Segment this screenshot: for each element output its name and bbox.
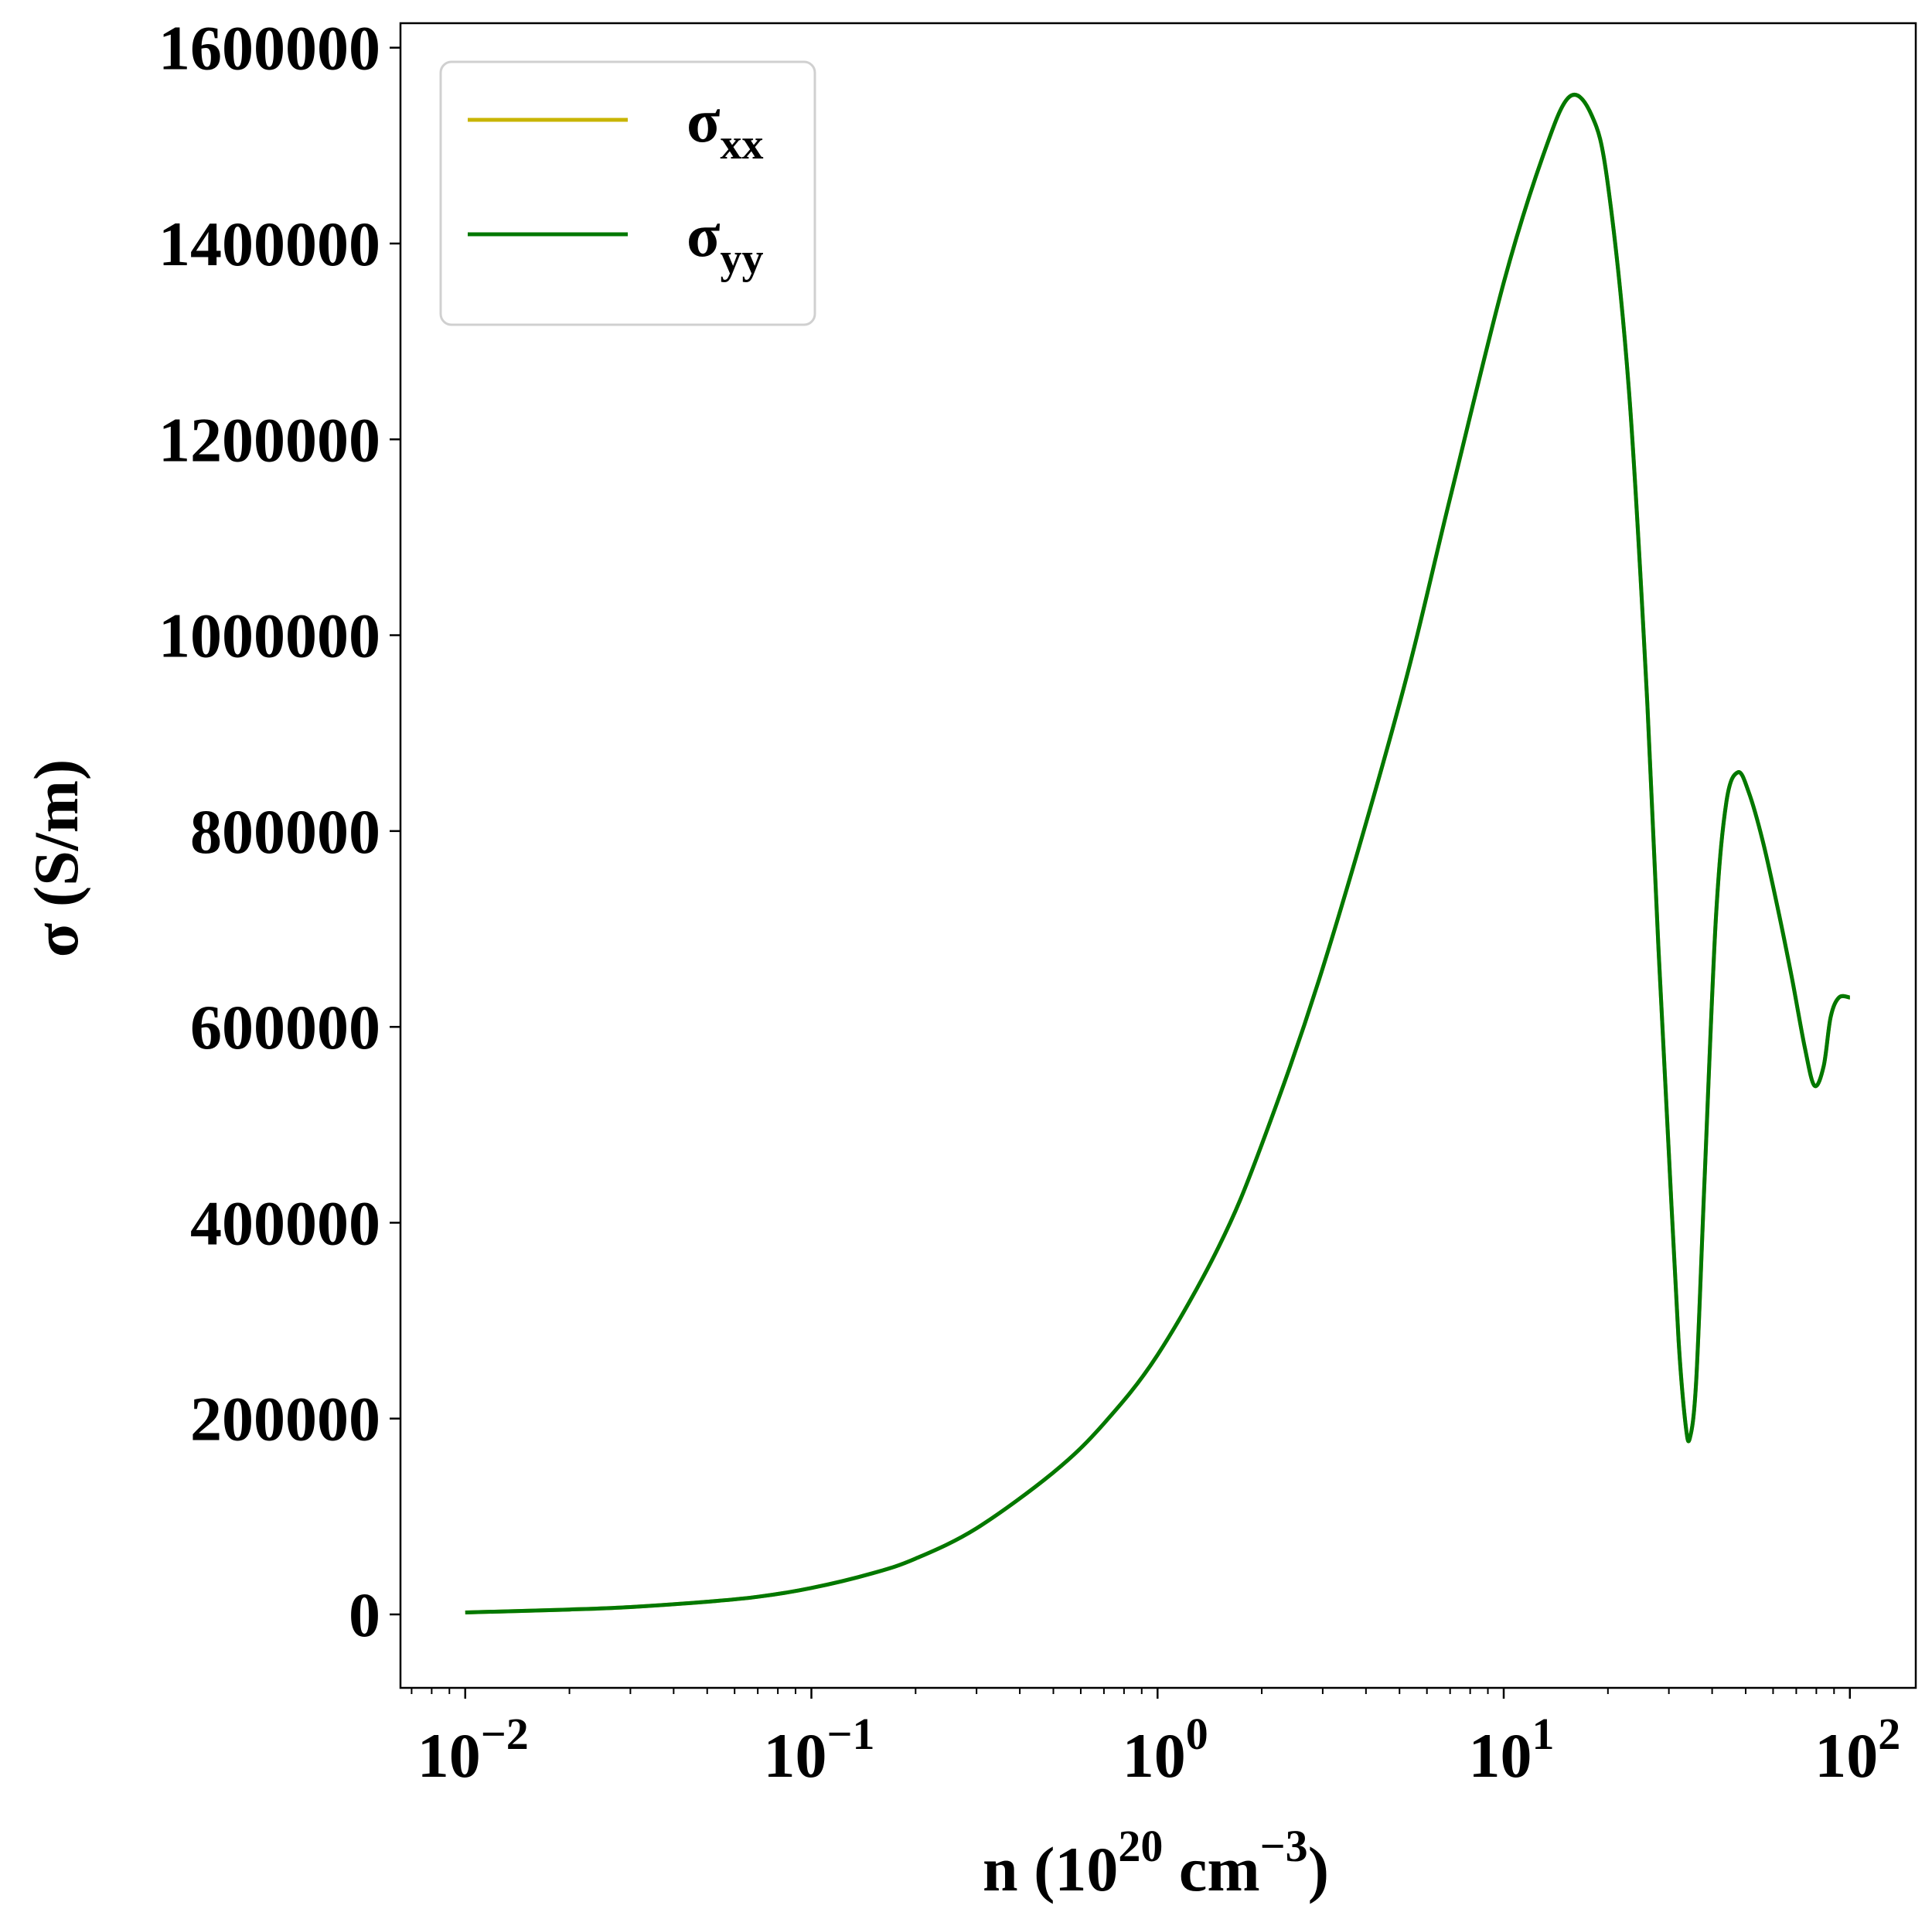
y-tick-label: 1200000 [158,404,380,475]
legend: σxx σyy [439,60,816,326]
x-axis: 10−2 10−1 100 101 102 [411,1688,1900,1791]
x-tick-label: 101 [1469,1709,1555,1791]
x-axis-title-unit-exponent: −3 [1260,1821,1308,1871]
x-tick-label: 10−2 [417,1709,529,1791]
y-axis-title: σ (S/m) [21,759,91,957]
legend-box [439,60,816,326]
x-axis-title: n (1020 cm−3) [983,1821,1329,1904]
y-tick-label: 1600000 [158,13,380,84]
series-layer [465,93,1851,1614]
x-tick-label: 10−1 [763,1709,874,1791]
x-axis-title-exponent: 20 [1118,1821,1163,1871]
y-tick-label: 800000 [190,796,380,867]
y-tick-label: 400000 [190,1188,380,1258]
legend-label-sigma-xx: σxx [687,87,764,169]
x-tick-label: 102 [1814,1709,1900,1791]
x-axis-title-base: n (10 [983,1834,1118,1904]
x-axis-title-close: ) [1308,1834,1329,1904]
legend-label-sigma-yy: σyy [687,202,764,283]
y-tick-label: 200000 [190,1384,380,1454]
x-tick-label: 100 [1123,1709,1208,1791]
y-axis: 0 200000 400000 600000 800000 1000000 1200000 1… [158,13,400,1650]
y-tick-label: 600000 [190,992,380,1062]
y-tick-label: 1000000 [158,601,380,671]
x-axis-title-unit: cm [1163,1834,1259,1904]
series-line-sigma-yy [465,93,1851,1614]
y-tick-label: 0 [349,1580,380,1650]
y-tick-label: 1400000 [158,209,380,279]
